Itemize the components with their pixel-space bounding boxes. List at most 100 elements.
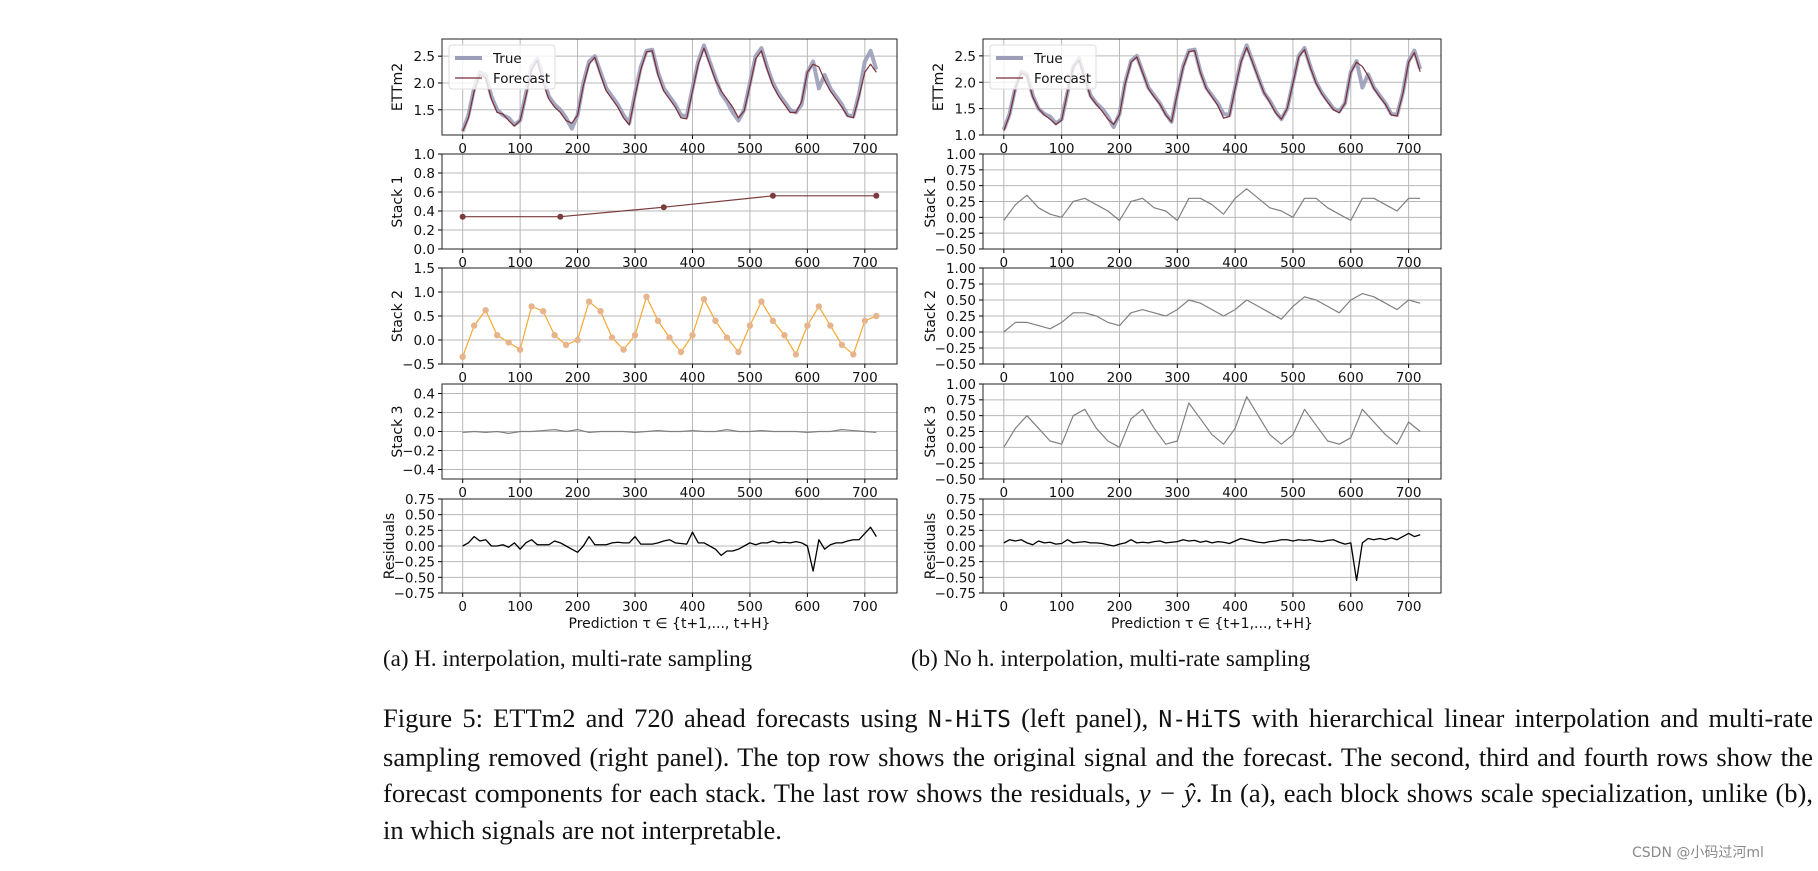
x-tick-label: 300 [622, 370, 648, 386]
data-point [804, 322, 811, 329]
y-tick-label: −0.75 [394, 586, 435, 602]
plot-frame [982, 267, 1442, 365]
data-point [838, 341, 846, 348]
data-point [758, 298, 765, 305]
chart-a-row-1: 0 100 200 300 400 500 600 700 1.5 2.0 2.5 ETTm2 True… [390, 38, 898, 157]
x-tick-label: 600 [1338, 370, 1364, 386]
x-tick-label: 700 [852, 370, 878, 386]
x-tick-label: 300 [622, 255, 648, 271]
y-tick-label: −0.50 [394, 570, 435, 586]
x-tick-label: 500 [1280, 141, 1306, 157]
y-axis-label: Stack 3 [923, 405, 939, 457]
y-tick-label: −0.25 [935, 226, 976, 242]
x-tick-label: 500 [737, 141, 763, 157]
y-axis-label: Stack 2 [923, 290, 939, 342]
chart-b-row-4: 0 100 200 300 400 500 600 700 −0.50−0.250.000.25… [923, 377, 1442, 501]
y-tick-label: 0.6 [414, 185, 435, 201]
data-point [539, 308, 547, 315]
y-tick-label: 0.00 [946, 210, 976, 226]
x-tick-label: 500 [737, 599, 763, 615]
plot-frame [441, 267, 898, 365]
x-tick-label: 100 [1049, 370, 1075, 386]
y-tick-label: 0.50 [946, 293, 976, 309]
x-tick-label: 700 [1396, 141, 1422, 157]
x-tick-label: 0 [458, 370, 467, 386]
y-tick-label: 0.25 [405, 523, 435, 539]
series-line [1003, 532, 1421, 582]
chart-b-row-3: 0 100 200 300 400 500 600 700 −0.50−0.250.000.25… [923, 261, 1442, 386]
y-tick-label: 1.00 [946, 147, 976, 163]
data-point [493, 332, 501, 339]
x-tick-label: 600 [794, 485, 820, 501]
y-axis-label: ETTm2 [390, 63, 406, 111]
y-tick-label: −0.50 [935, 357, 976, 373]
figure-caption: Figure 5: ETTm2 and 720 ahead forecasts … [383, 700, 1813, 848]
x-tick-label: 100 [1049, 485, 1075, 501]
data-point [861, 317, 869, 324]
x-tick-label: 0 [458, 599, 467, 615]
legend-label: Forecast [1034, 71, 1091, 87]
x-tick-label: 300 [1164, 370, 1190, 386]
x-tick-label: 600 [794, 255, 820, 271]
data-point [482, 307, 489, 314]
data-point [746, 322, 754, 329]
x-tick-label: 0 [458, 485, 467, 501]
x-tick-label: 0 [1000, 599, 1009, 615]
x-tick-label: 500 [1280, 485, 1306, 501]
plot-frame [982, 498, 1442, 594]
y-tick-label: 1.5 [414, 261, 435, 277]
y-tick-label: −0.2 [402, 444, 435, 460]
x-tick-label: 500 [1280, 599, 1306, 615]
series-line [1003, 293, 1421, 333]
x-tick-label: 300 [1164, 599, 1190, 615]
x-tick-label: 200 [1107, 485, 1133, 501]
x-tick-label: 200 [565, 370, 591, 386]
data-point [528, 303, 535, 310]
y-tick-label: 0.25 [946, 195, 976, 211]
x-tick-label: 200 [565, 255, 591, 271]
caption-text: Figure 5: ETTm2 and 720 ahead forecasts … [383, 703, 928, 733]
y-tick-label: 0.75 [946, 393, 976, 409]
x-tick-label: 200 [1107, 370, 1133, 386]
y-tick-label: 1.0 [414, 147, 435, 163]
y-tick-label: 0.2 [414, 406, 435, 422]
y-tick-label: 1.00 [946, 377, 976, 393]
x-tick-label: 300 [622, 599, 648, 615]
plot-frame [441, 38, 898, 136]
caption-math: y − ŷ [1138, 778, 1196, 808]
y-tick-label: 0.50 [946, 409, 976, 425]
x-tick-label: 300 [1164, 485, 1190, 501]
y-tick-label: −0.25 [935, 341, 976, 357]
data-point [459, 353, 466, 360]
data-point [470, 322, 478, 329]
x-tick-label: 600 [1338, 485, 1364, 501]
y-tick-label: 0.8 [414, 166, 435, 182]
legend: True Forecast [448, 44, 556, 90]
x-tick-label: 100 [1049, 599, 1075, 615]
data-point [735, 348, 742, 356]
x-tick-label: 200 [565, 599, 591, 615]
x-tick-label: 300 [622, 141, 648, 157]
x-tick-label: 500 [737, 255, 763, 271]
data-point [660, 204, 667, 211]
x-tick-label: 0 [1000, 370, 1009, 386]
legend-label: Forecast [493, 71, 550, 87]
y-tick-label: −0.25 [935, 555, 976, 571]
y-axis-label: ETTm2 [931, 63, 947, 111]
plot-frame [982, 153, 1442, 250]
x-tick-label: 600 [794, 370, 820, 386]
y-tick-label: −0.75 [935, 586, 976, 602]
y-tick-label: 1.00 [946, 261, 976, 277]
y-tick-label: −0.25 [935, 456, 976, 472]
subcaption-b: (b) No h. interpolation, multi-rate samp… [911, 646, 1311, 671]
data-point [643, 293, 650, 300]
y-tick-label: 2.5 [414, 49, 435, 65]
x-tick-label: 200 [1107, 599, 1133, 615]
x-tick-label: 0 [1000, 255, 1009, 271]
x-tick-label: 600 [794, 599, 820, 615]
y-tick-label: 0.25 [946, 523, 976, 539]
x-tick-label: 600 [794, 141, 820, 157]
y-tick-label: −0.4 [402, 463, 435, 479]
chart-a-row-2: 0 100 200 300 400 500 600 700 0.0 0.2 0.4 0.6 0.8 1.0… [390, 147, 898, 271]
legend-label: True [1033, 51, 1063, 67]
